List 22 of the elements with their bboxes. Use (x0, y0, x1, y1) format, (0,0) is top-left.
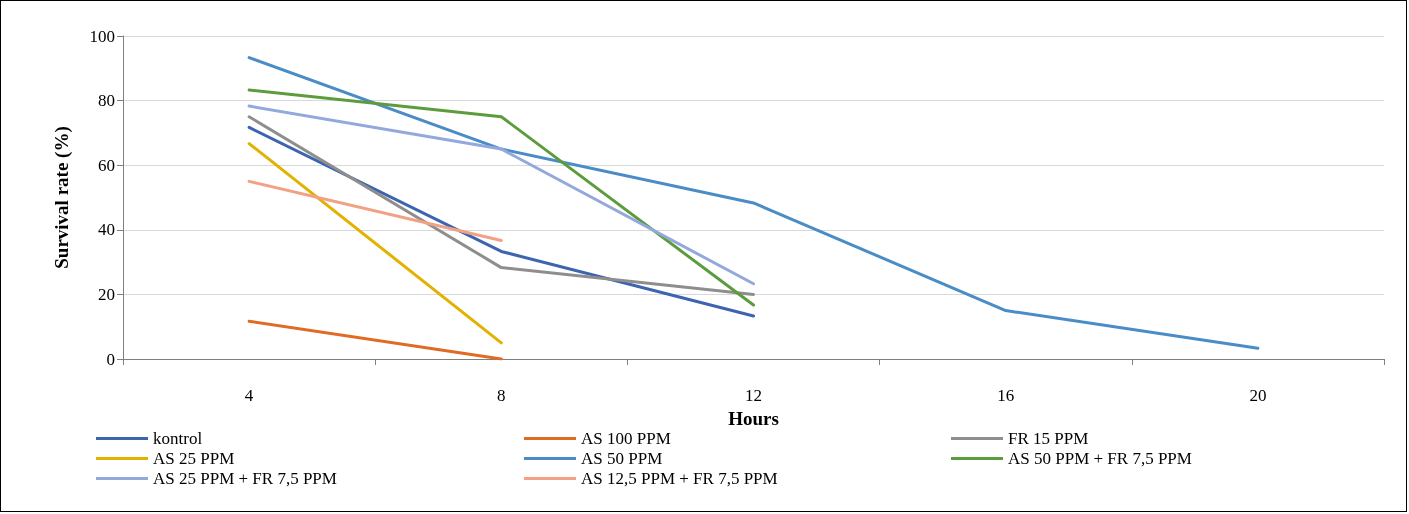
x-tick-label: 16 (997, 386, 1015, 405)
legend-label: kontrol (153, 429, 203, 448)
legend-label: AS 25 PPM + FR 7,5 PPM (153, 469, 337, 488)
y-tick-label: 60 (98, 155, 115, 175)
y-tick-label: 40 (98, 220, 115, 240)
y-axis-title: Survival rate (%) (51, 126, 73, 269)
y-tick-label: 100 (89, 26, 115, 46)
legend-label: AS 50 PPM + FR 7,5 PPM (1008, 449, 1192, 468)
x-tick-label: 12 (745, 386, 762, 405)
x-tick-label: 20 (1249, 386, 1267, 405)
legend-label: AS 25 PPM (153, 449, 235, 468)
legend-label: AS 100 PPM (581, 429, 671, 448)
y-tick-label: 20 (98, 284, 115, 304)
x-tick-label: 8 (497, 386, 506, 405)
y-tick-label: 0 (106, 349, 115, 369)
legend-label: AS 12,5 PPM + FR 7,5 PPM (581, 469, 778, 488)
legend-label: AS 50 PPM (581, 449, 663, 468)
line-series (247, 56, 1260, 350)
x-tick-label: 4 (244, 386, 254, 405)
y-tick-label: 80 (98, 91, 115, 111)
x-axis-title: Hours (728, 407, 779, 429)
legend-label: FR 15 PPM (1008, 429, 1089, 448)
